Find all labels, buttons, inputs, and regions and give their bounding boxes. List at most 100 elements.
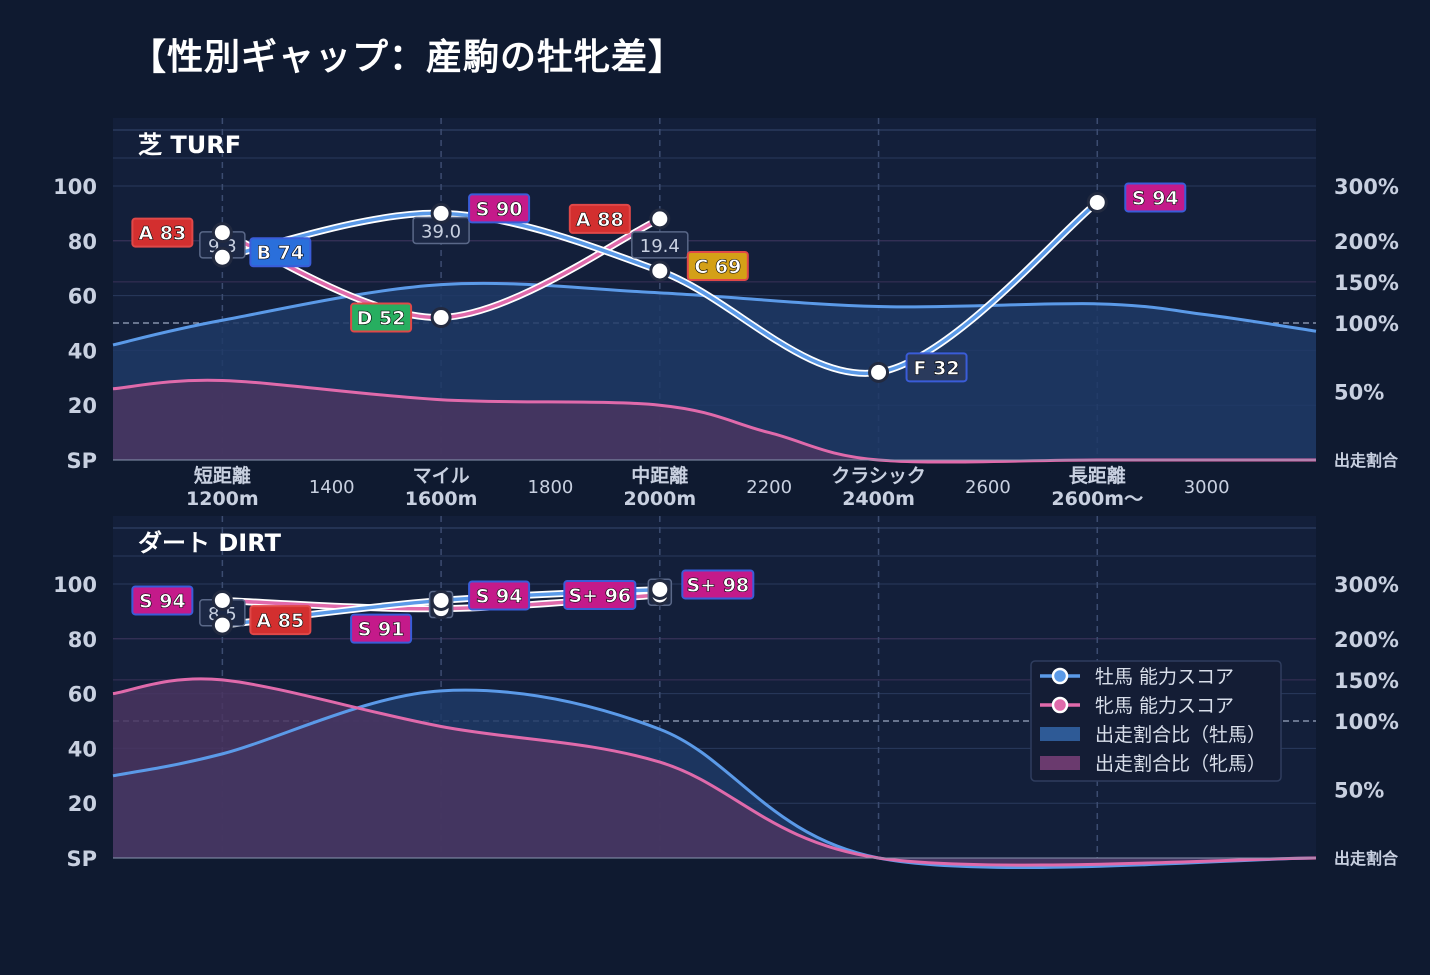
score-male-point-core [1093, 198, 1102, 207]
y-tick-label: 20 [68, 394, 97, 418]
gap-label: 19.4 [640, 236, 680, 257]
y-tick-label: 100 [53, 175, 97, 199]
y2-tick-label: 200% [1334, 628, 1399, 652]
score-female-point-core [218, 228, 227, 237]
y2-tick-label: 150% [1334, 669, 1399, 693]
y-tick-label: SP [66, 847, 97, 871]
grade-badge-male: S 94 [1132, 187, 1179, 209]
legend-label: 出走割合比（牡馬） [1095, 724, 1266, 746]
x-tick-label: 1800 [528, 477, 574, 498]
grade-badge-female-bg [563, 579, 637, 610]
y2-tick-label: 出走割合 [1334, 849, 1399, 868]
x-tick-label: 2000m [623, 488, 696, 510]
grade-badge-female-bg [350, 302, 413, 333]
x-tick-label: マイル [413, 465, 470, 487]
grade-badge-male: S 94 [476, 585, 523, 607]
gap-label-bg [631, 231, 689, 259]
grade-badge-female-bg [131, 217, 194, 248]
y2-tick-label: 出走割合 [1334, 451, 1399, 470]
score-male-point-core [218, 621, 227, 630]
chart-panel-dirt: ダート DIRT SP 20 40 60 80 100 出走割合 50% 100% 150% 200%… [53, 516, 1399, 871]
score-male-point-core [655, 266, 664, 275]
y2-tick-label: 200% [1334, 230, 1399, 254]
score-female-point-core [437, 313, 446, 322]
share-female-area [113, 678, 1316, 866]
legend-fill-swatch [1040, 756, 1080, 770]
x-tick-label: 1400 [309, 477, 355, 498]
grade-badge-male-bg [249, 237, 312, 268]
page-title: 【性別ギャップ：産駒の牡牝差】 [130, 37, 686, 78]
x-tick-label: 中距離 [631, 464, 688, 487]
share-male-line [112, 688, 1317, 870]
x-tick-label: 長距離 [1069, 464, 1126, 487]
y-tick-label: 20 [68, 792, 97, 816]
legend-marker [1051, 696, 1069, 714]
chart-panel-turf: 芝 TURF SP 20 40 60 80 100 出走割合 50% 100% 150% 200% 30… [53, 118, 1399, 510]
grade-badge-female: S+ 96 [568, 585, 631, 607]
grade-badge-male: C 69 [694, 256, 741, 278]
legend-label: 出走割合比（牝馬） [1095, 753, 1266, 775]
score-male-point-core [437, 596, 446, 605]
x-tick-label: クラシック [831, 465, 926, 487]
x-tick-label: 1200m [186, 488, 259, 510]
x-tick-label: 2400m [842, 488, 915, 510]
grade-badge-male: S 90 [476, 198, 523, 220]
y-tick-label: 40 [68, 339, 97, 363]
grade-badge-female: S 91 [358, 619, 405, 641]
grade-badge-female: D 52 [357, 308, 406, 330]
y-tick-label: 40 [68, 737, 97, 761]
legend-fill-swatch [1040, 727, 1080, 741]
score-female-point-core [218, 596, 227, 605]
y2-tick-label: 300% [1334, 573, 1399, 597]
grade-badge-male-bg [686, 250, 749, 281]
y2-tick-label: 50% [1334, 779, 1384, 803]
x-tick-label: 2600 [965, 477, 1011, 498]
y2-tick-label: 50% [1334, 381, 1384, 405]
y-tick-label: 60 [68, 285, 97, 309]
grade-badge-male: B 74 [257, 242, 305, 264]
x-tick-label: 2600m〜 [1051, 488, 1143, 510]
x-tick-label: 2200 [746, 477, 792, 498]
grade-badge-female-bg [568, 203, 631, 234]
grade-badge-male-bg [468, 193, 531, 224]
y-tick-label: 80 [68, 230, 97, 254]
x-tick-label: 短距離 [194, 464, 251, 487]
x-tick-label: 1600m [405, 488, 478, 510]
panel-label: 芝 TURF [138, 131, 241, 159]
grade-badge-male-bg [468, 580, 531, 611]
y-tick-label: 60 [68, 683, 97, 707]
legend-label: 牝馬 能力スコア [1095, 695, 1234, 717]
grade-badge-male: S+ 98 [686, 574, 749, 596]
grade-badge-female: A 83 [138, 223, 186, 245]
y-tick-label: SP [66, 449, 97, 473]
y-tick-label: 100 [53, 573, 97, 597]
grade-badge-male-bg [905, 352, 968, 383]
x-tick-label: 3000 [1184, 477, 1230, 498]
share-female-line [112, 677, 1317, 867]
panel-label: ダート DIRT [138, 529, 282, 557]
grade-badge-female-bg [350, 613, 413, 644]
score-male-point-core [218, 253, 227, 262]
grade-badge-male-bg [1124, 182, 1187, 213]
score-male-point-core [655, 585, 664, 594]
y2-tick-label: 100% [1334, 710, 1399, 734]
grade-badge-male: F 32 [914, 357, 960, 379]
grade-badge-female: A 88 [576, 209, 624, 231]
legend-marker [1051, 667, 1069, 685]
score-male-point-core [437, 209, 446, 218]
score-female-point-core [655, 214, 664, 223]
legend-box [1030, 660, 1282, 782]
grade-badge-male-bg [681, 569, 755, 600]
gap-label: 39.0 [421, 221, 461, 242]
grade-badge-female-bg [131, 585, 194, 616]
y-tick-label: 80 [68, 628, 97, 652]
grade-badge-female: S 94 [139, 590, 186, 612]
grade-badge-male: A 85 [256, 610, 304, 632]
share-female-area [113, 380, 1316, 463]
grade-badge-male-bg [249, 605, 312, 636]
y2-tick-label: 150% [1334, 271, 1399, 295]
share-male-line [112, 281, 1317, 347]
score-male-point-core [874, 368, 883, 377]
